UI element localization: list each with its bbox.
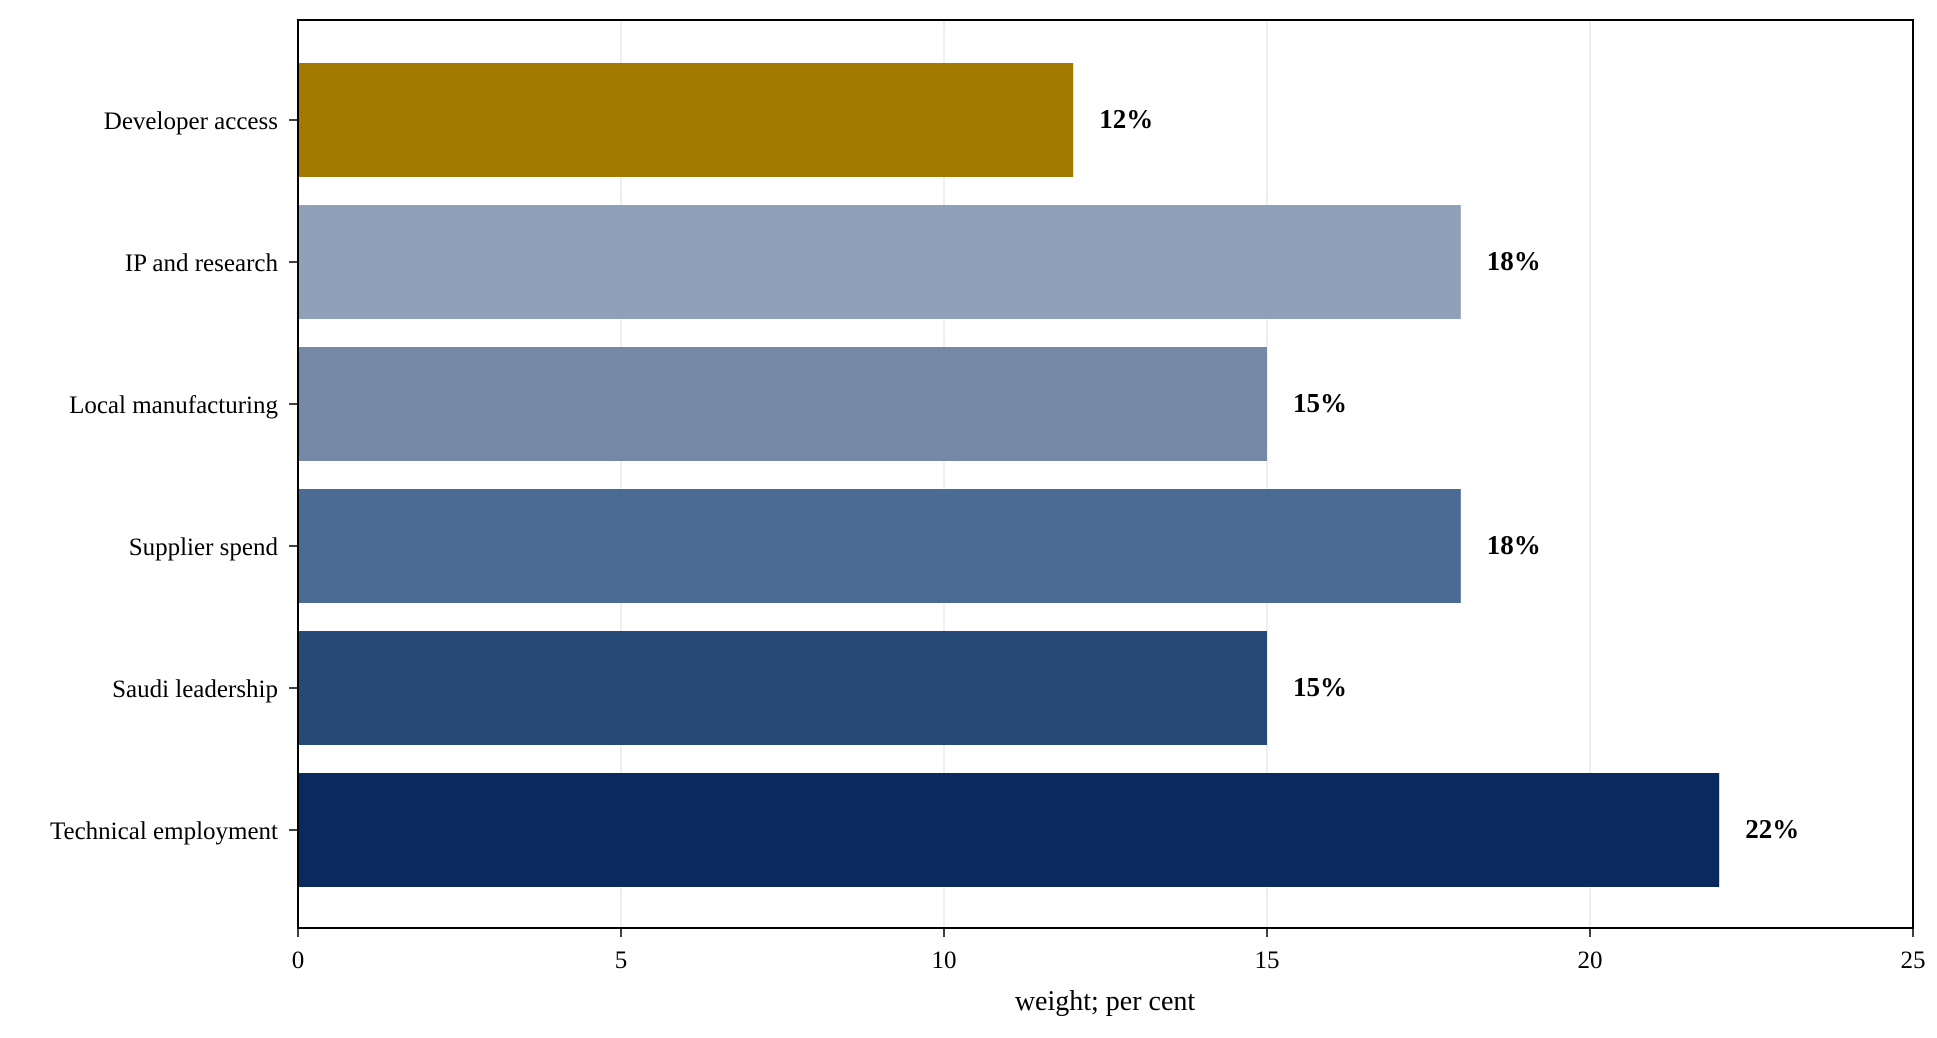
x-tick-label: 15 xyxy=(1255,947,1280,974)
bars xyxy=(298,63,1720,887)
bar-value-label: 15% xyxy=(1293,672,1347,702)
category-label: Supplier spend xyxy=(129,534,279,561)
bar-value-label: 12% xyxy=(1099,104,1153,134)
bar xyxy=(298,347,1267,461)
bar-value-label: 22% xyxy=(1745,814,1799,844)
x-axis: 0 5 10 15 20 25 xyxy=(292,928,1926,974)
x-tick-label: 5 xyxy=(615,947,628,974)
category-label: Technical employment xyxy=(50,818,278,845)
bar-value-label: 18% xyxy=(1487,530,1541,560)
x-tick-label: 10 xyxy=(932,947,957,974)
plot-frame xyxy=(297,19,1914,929)
bar-value-label: 18% xyxy=(1487,246,1541,276)
bar xyxy=(298,631,1267,745)
bar xyxy=(298,773,1720,887)
bar-value-label: 15% xyxy=(1293,388,1347,418)
bar xyxy=(298,489,1461,603)
category-label: Developer access xyxy=(104,108,278,135)
x-tick-label: 0 xyxy=(292,947,305,974)
category-label: Local manufacturing xyxy=(69,392,278,419)
x-axis-title: weight; per cent xyxy=(1015,986,1196,1017)
bar xyxy=(298,63,1074,177)
bar xyxy=(298,205,1461,319)
y-axis: Developer access IP and research Local man… xyxy=(50,108,298,845)
data-labels: 12% 18% 15% 18% 15% 22% xyxy=(1099,104,1799,844)
x-tick-label: 20 xyxy=(1578,947,1603,974)
x-tick-label: 25 xyxy=(1901,947,1926,974)
category-label: IP and research xyxy=(125,250,279,277)
category-label: Saudi leadership xyxy=(112,676,278,703)
